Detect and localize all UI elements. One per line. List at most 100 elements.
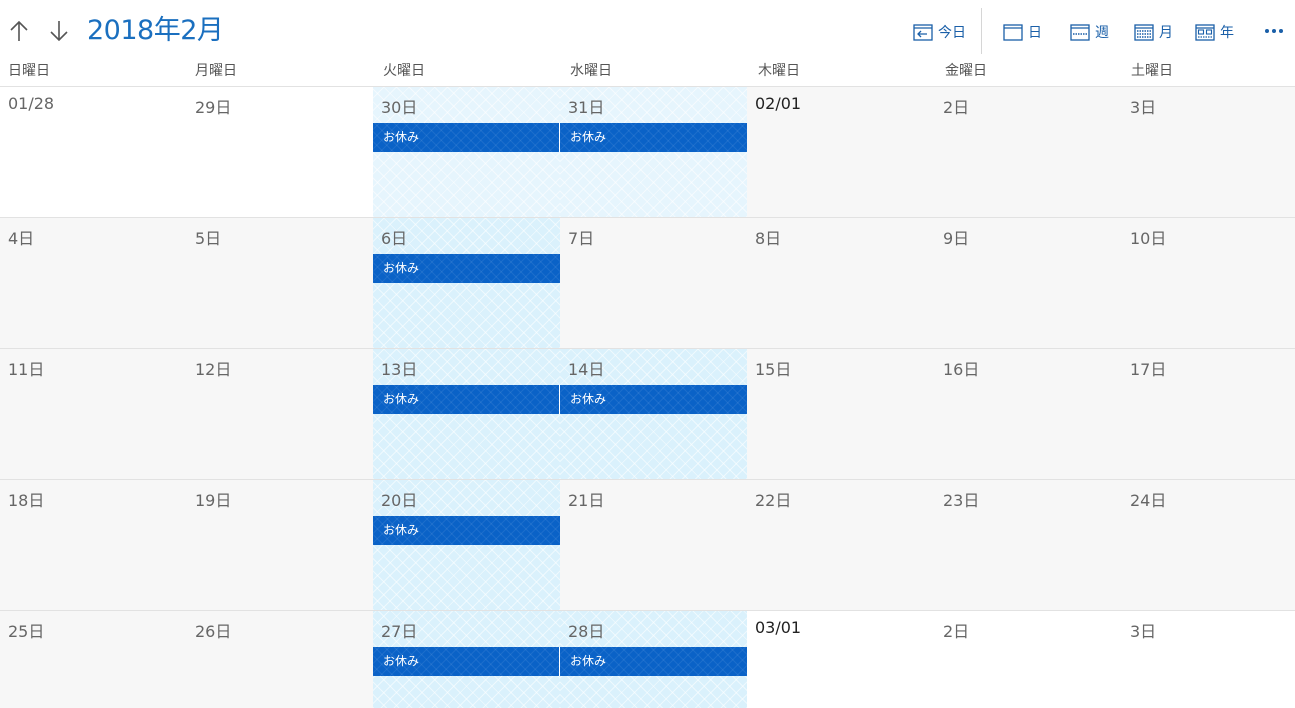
day-cell[interactable]: 01/28 bbox=[0, 86, 187, 217]
day-number: 15日 bbox=[755, 360, 792, 379]
week-view-icon bbox=[1070, 24, 1090, 41]
day-number: 02/01 bbox=[755, 94, 802, 113]
day-number: 19日 bbox=[195, 491, 232, 510]
day-number: 2日 bbox=[943, 98, 970, 117]
week-view-label: 週 bbox=[1095, 25, 1109, 41]
day-number: 03/01 bbox=[755, 618, 802, 637]
day-cell[interactable]: 8日 bbox=[747, 217, 935, 348]
day-cell[interactable]: 18日 bbox=[0, 479, 187, 610]
day-cell[interactable]: 17日 bbox=[1122, 348, 1295, 479]
day-number: 25日 bbox=[8, 622, 45, 641]
month-grid: 01/28 29日 30日 お休み 31日 お休み 02/01 2日 3日 4日 5日 6日 お休み 7日… bbox=[0, 86, 1295, 708]
day-number: 21日 bbox=[568, 491, 605, 510]
day-cell[interactable]: 4日 bbox=[0, 217, 187, 348]
event-holiday[interactable]: お休み bbox=[560, 385, 747, 414]
day-cell[interactable]: 10日 bbox=[1122, 217, 1295, 348]
day-cell[interactable]: 2日 bbox=[935, 610, 1122, 708]
day-number: 16日 bbox=[943, 360, 980, 379]
day-cell[interactable]: 20日お休み bbox=[373, 479, 560, 610]
day-cell[interactable]: 24日 bbox=[1122, 479, 1295, 610]
event-holiday[interactable]: お休み bbox=[373, 647, 560, 676]
day-number: 23日 bbox=[943, 491, 980, 510]
day-number: 3日 bbox=[1130, 98, 1157, 117]
day-number: 22日 bbox=[755, 491, 792, 510]
day-cell[interactable]: 11日 bbox=[0, 348, 187, 479]
year-view-icon bbox=[1195, 24, 1215, 41]
weekday-label: 水曜日 bbox=[570, 63, 612, 79]
day-number: 31日 bbox=[568, 98, 605, 117]
day-number: 5日 bbox=[195, 229, 222, 248]
day-cell[interactable]: 6日 お休み bbox=[373, 217, 560, 348]
day-cell[interactable]: 3日 bbox=[1122, 610, 1295, 708]
event-holiday[interactable]: お休み bbox=[373, 123, 560, 152]
day-cell[interactable]: 21日 bbox=[560, 479, 747, 610]
weekday-label: 土曜日 bbox=[1131, 63, 1173, 79]
month-view-label: 月 bbox=[1159, 25, 1173, 41]
day-number: 4日 bbox=[8, 229, 35, 248]
day-number: 12日 bbox=[195, 360, 232, 379]
day-number: 10日 bbox=[1130, 229, 1167, 248]
day-cell[interactable]: 27日お休み bbox=[373, 610, 560, 708]
day-cell[interactable]: 13日お休み bbox=[373, 348, 560, 479]
toolbar-divider bbox=[981, 8, 982, 54]
day-number: 9日 bbox=[943, 229, 970, 248]
day-number: 8日 bbox=[755, 229, 782, 248]
day-cell[interactable]: 15日 bbox=[747, 348, 935, 479]
more-options-icon[interactable] bbox=[1261, 20, 1287, 42]
day-cell[interactable]: 9日 bbox=[935, 217, 1122, 348]
day-cell[interactable]: 25日 bbox=[0, 610, 187, 708]
day-cell[interactable]: 3日 bbox=[1122, 86, 1295, 217]
next-month-arrow-icon[interactable] bbox=[44, 14, 74, 48]
day-cell[interactable]: 7日 bbox=[560, 217, 747, 348]
day-cell[interactable]: 5日 bbox=[187, 217, 373, 348]
day-cell[interactable]: 02/01 bbox=[747, 86, 935, 217]
year-view-button[interactable]: 年 bbox=[1195, 18, 1234, 46]
day-view-button[interactable]: 日 bbox=[1003, 18, 1042, 46]
today-button[interactable]: 今日 bbox=[913, 18, 966, 46]
calendar-header: 2018年2月 今日 日 週 月 年 bbox=[0, 0, 1295, 58]
event-holiday[interactable]: お休み bbox=[373, 516, 560, 545]
event-holiday[interactable]: お休み bbox=[373, 254, 560, 283]
event-holiday[interactable]: お休み bbox=[373, 385, 560, 414]
day-number: 11日 bbox=[8, 360, 45, 379]
day-number: 20日 bbox=[381, 491, 418, 510]
day-cell[interactable]: 23日 bbox=[935, 479, 1122, 610]
day-view-icon bbox=[1003, 24, 1023, 41]
weekday-label: 月曜日 bbox=[195, 63, 237, 79]
month-view-icon bbox=[1134, 24, 1154, 41]
day-cell[interactable]: 29日 bbox=[187, 86, 373, 217]
day-number: 26日 bbox=[195, 622, 232, 641]
month-view-button[interactable]: 月 bbox=[1134, 18, 1173, 46]
previous-month-arrow-icon[interactable] bbox=[4, 14, 34, 48]
month-title[interactable]: 2018年2月 bbox=[87, 15, 224, 46]
day-cell[interactable]: 16日 bbox=[935, 348, 1122, 479]
day-number: 3日 bbox=[1130, 622, 1157, 641]
day-number: 24日 bbox=[1130, 491, 1167, 510]
day-number: 14日 bbox=[568, 360, 605, 379]
day-cell[interactable]: 30日 お休み bbox=[373, 86, 560, 217]
day-number: 17日 bbox=[1130, 360, 1167, 379]
day-cell[interactable]: 26日 bbox=[187, 610, 373, 708]
day-cell[interactable]: 22日 bbox=[747, 479, 935, 610]
day-view-label: 日 bbox=[1028, 25, 1042, 41]
today-icon bbox=[913, 24, 933, 41]
day-number: 29日 bbox=[195, 98, 232, 117]
weekday-label: 日曜日 bbox=[8, 63, 50, 79]
day-number: 28日 bbox=[568, 622, 605, 641]
week-view-button[interactable]: 週 bbox=[1070, 18, 1109, 46]
event-holiday[interactable]: お休み bbox=[560, 123, 747, 152]
day-cell[interactable]: 2日 bbox=[935, 86, 1122, 217]
day-cell[interactable]: 31日お休み bbox=[560, 86, 747, 217]
day-number: 27日 bbox=[381, 622, 418, 641]
weekday-label: 火曜日 bbox=[383, 63, 425, 79]
day-cell[interactable]: 12日 bbox=[187, 348, 373, 479]
day-cell[interactable]: 14日お休み bbox=[560, 348, 747, 479]
event-holiday[interactable]: お休み bbox=[560, 647, 747, 676]
day-number: 2日 bbox=[943, 622, 970, 641]
weekday-label: 木曜日 bbox=[758, 63, 800, 79]
day-cell[interactable]: 03/01 bbox=[747, 610, 935, 708]
day-number: 13日 bbox=[381, 360, 418, 379]
day-cell[interactable]: 28日お休み bbox=[560, 610, 747, 708]
today-label: 今日 bbox=[938, 25, 966, 41]
day-cell[interactable]: 19日 bbox=[187, 479, 373, 610]
